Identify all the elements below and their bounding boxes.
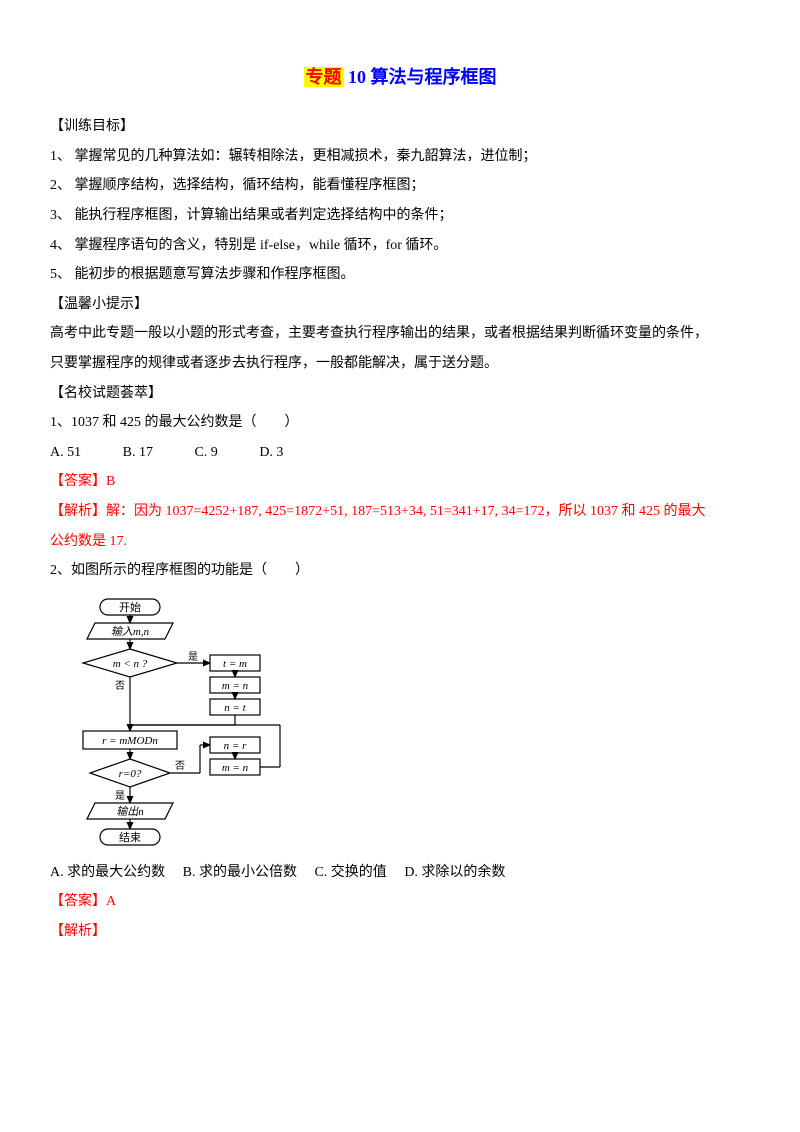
fc-yes1: 是: [188, 651, 198, 663]
fc-output: 输出n: [116, 805, 144, 818]
title-topic-label: 专题: [304, 67, 344, 87]
q1-opt-a: A. 51: [50, 445, 81, 460]
q1-opt-c: C. 9: [194, 445, 217, 460]
fc-nr: n = r: [224, 740, 247, 752]
q1-analysis2: 公约数是 17.: [50, 529, 750, 556]
tips-header: 【温馨小提示】: [50, 292, 750, 319]
collection-header: 【名校试题荟萃】: [50, 381, 750, 408]
fc-no2: 否: [175, 760, 185, 772]
fc-cond2: r=0?: [119, 768, 142, 780]
goal-item: 4、 掌握程序语句的含义，特别是 if-else，while 循环，for 循环…: [50, 233, 750, 260]
tip-line: 高考中此专题一般以小题的形式考查，主要考查执行程序输出的结果，或者根据结果判断循…: [50, 321, 750, 348]
goal-item: 2、 掌握顺序结构，选择结构，循环结构，能看懂程序框图；: [50, 173, 750, 200]
fc-yes2: 是: [115, 790, 125, 802]
fc-nt: n = t: [224, 702, 246, 714]
title-topic-num: 10: [348, 67, 366, 87]
goal-item: 5、 能初步的根据题意写算法步骤和作程序框图。: [50, 262, 750, 289]
page-title: 专题 10 算法与程序框图: [50, 60, 750, 94]
q2-opt-b: B. 求的最小公倍数: [183, 865, 297, 880]
q1-answer: 【答案】B: [50, 469, 750, 496]
title-topic-name: 算法与程序框图: [371, 67, 497, 87]
q2-options: A. 求的最大公约数 B. 求的最小公倍数 C. 交换的值 D. 求除以的余数: [50, 860, 750, 887]
tip-line: 只要掌握程序的规律或者逐步去执行程序，一般都能解决，属于送分题。: [50, 351, 750, 378]
goal-item: 1、 掌握常见的几种算法如：辗转相除法，更相减损术，秦九韶算法，进位制；: [50, 144, 750, 171]
fc-no1: 否: [115, 680, 125, 692]
q1-options: A. 51 B. 17 C. 9 D. 3: [50, 440, 750, 467]
flowchart-diagram: 开始 输入m,n m < n ? 是 t = m m = n n = t 否 r…: [65, 597, 750, 852]
fc-mod: r = mMODn: [102, 735, 158, 747]
q2-analysis-label: 【解析】: [50, 919, 750, 946]
fc-start: 开始: [119, 600, 141, 614]
q2-opt-c: C. 交换的值: [314, 865, 386, 880]
q2-stem: 2、如图所示的程序框图的功能是（ ）: [50, 558, 750, 585]
q1-opt-b: B. 17: [123, 445, 153, 460]
goal-item: 3、 能执行程序框图，计算输出结果或者判定选择结构中的条件；: [50, 203, 750, 230]
q1-opt-d: D. 3: [259, 445, 283, 460]
goals-header: 【训练目标】: [50, 114, 750, 141]
fc-tm: t = m: [223, 658, 247, 670]
fc-cond1: m < n ?: [113, 658, 148, 670]
q1-stem: 1、1037 和 425 的最大公约数是（ ）: [50, 410, 750, 437]
q2-opt-a: A. 求的最大公约数: [50, 865, 165, 880]
fc-end: 结束: [119, 831, 141, 844]
fc-mn: m = n: [222, 680, 249, 692]
fc-mn2: m = n: [222, 762, 249, 774]
fc-input: 输入m,n: [111, 625, 150, 638]
q2-answer: 【答案】A: [50, 889, 750, 916]
q1-analysis: 【解析】解：因为 1037=4252+187, 425=1872+51, 187…: [50, 499, 750, 526]
q2-opt-d: D. 求除以的余数: [404, 865, 505, 880]
